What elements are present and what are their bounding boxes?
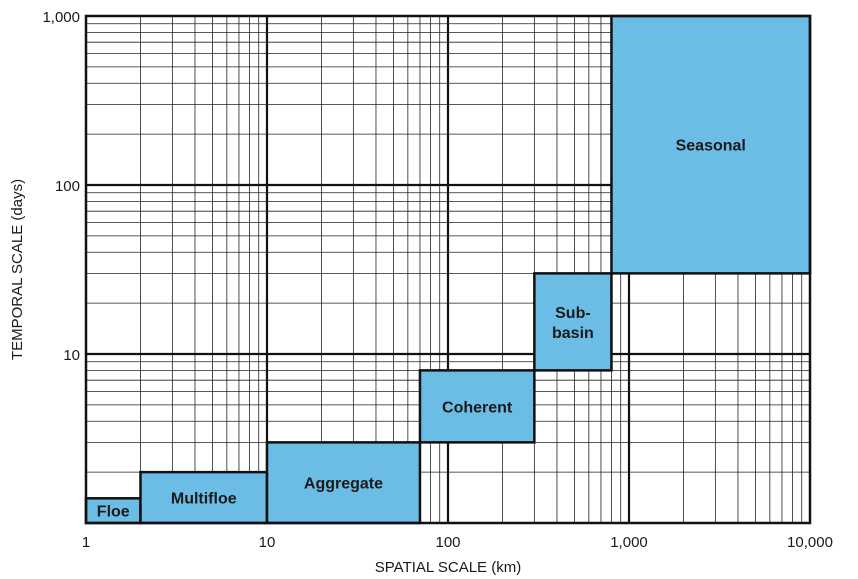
- plot-frame: [84, 14, 812, 525]
- y-tick-label: 10: [63, 347, 80, 364]
- x-tick-label: 100: [435, 534, 460, 551]
- scale-box-label: Floe: [97, 504, 130, 521]
- y-tick-label: 1,000: [42, 9, 80, 26]
- scale-box-rect: [265, 441, 422, 525]
- scale-box-rect: [610, 14, 812, 275]
- scale-boxes: FloeMultifloeAggregateCoherentSub-basinS…: [84, 14, 812, 525]
- scale-box-label: Aggregate: [304, 476, 383, 493]
- scale-box-seasonal: Seasonal: [610, 14, 812, 275]
- scale-box-aggregate: Aggregate: [265, 441, 422, 525]
- scale-box-label: Seasonal: [676, 138, 746, 155]
- scale-box-coherent: Coherent: [418, 369, 536, 444]
- scale-box-label: Coherent: [442, 399, 513, 416]
- scale-box-multifloe: Multifloe: [139, 470, 269, 525]
- x-tick-label: 10: [259, 534, 276, 551]
- x-axis-title: SPATIAL SCALE (km): [375, 559, 521, 576]
- scale-box-rect: [533, 272, 613, 372]
- y-axis-title: TEMPORAL SCALE (days): [9, 179, 26, 360]
- scale-box-rect: [418, 369, 536, 444]
- scale-box-floe: Floe: [84, 497, 142, 525]
- scale-box-label: Multifloe: [171, 491, 237, 508]
- scale-box-label: Sub-: [555, 305, 591, 322]
- x-tick-label: 1,000: [610, 534, 648, 551]
- y-tick-label: 100: [55, 178, 80, 195]
- scale-box-sub-basin: Sub-basin: [533, 272, 613, 372]
- x-tick-label: 10,000: [787, 534, 833, 551]
- scale-box-label: basin: [552, 325, 594, 342]
- x-tick-label: 1: [82, 534, 90, 551]
- tick-labels: 1 10 100 1,000 10,000 10 100 1,000: [42, 9, 832, 551]
